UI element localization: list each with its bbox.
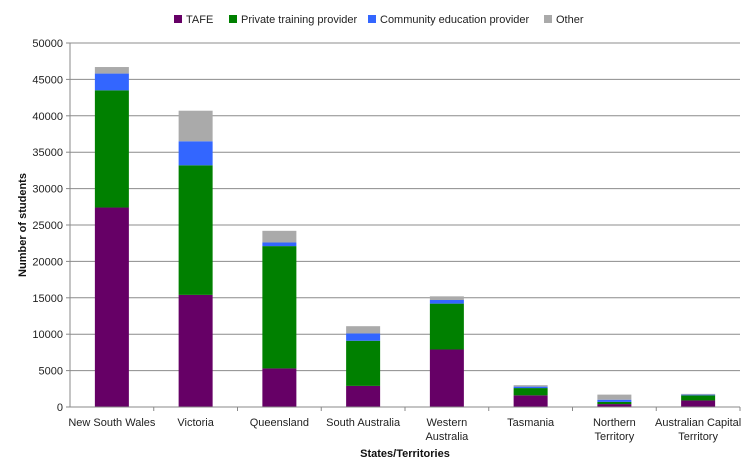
x-tick-label: Australia	[425, 431, 469, 443]
bar-segment-community-education-provider	[597, 399, 632, 402]
x-tick-label: Australian Capital	[655, 417, 741, 429]
bar-segment-other	[597, 394, 632, 400]
legend-label: Private training provider	[241, 14, 358, 26]
bar-segment-private-training-provider	[262, 246, 297, 369]
legend: TAFE Private training provider Community e…	[174, 14, 584, 26]
bar-segment-other	[178, 110, 213, 142]
bar-segment-community-education-provider	[178, 141, 213, 166]
bar-segment-tafe	[513, 395, 548, 407]
x-tick-label: Victoria	[177, 417, 214, 429]
x-tick-label: Northern	[593, 417, 636, 429]
bar-segment-other	[429, 296, 464, 300]
y-tick-label: 15000	[32, 293, 63, 305]
bar-segment-community-education-provider	[429, 299, 464, 304]
y-tick-label: 30000	[32, 184, 63, 196]
y-tick-label: 35000	[32, 147, 63, 159]
bar-segment-other	[94, 67, 129, 74]
bar-segment-tafe	[681, 400, 716, 407]
bar-segment-other	[262, 230, 297, 243]
x-axis-title: States/Territories	[360, 448, 450, 460]
bar-segment-community-education-provider	[346, 333, 381, 341]
legend-label: Community education provider	[380, 14, 530, 26]
legend-label: Other	[556, 14, 584, 26]
legend-swatch	[368, 15, 376, 23]
bar-segment-community-education-provider	[681, 394, 716, 396]
y-tick-label: 5000	[39, 366, 63, 378]
bar-segment-tafe	[262, 368, 297, 407]
bar-segment-private-training-provider	[346, 340, 381, 386]
y-tick-label: 50000	[32, 38, 63, 50]
bar-segment-other	[681, 393, 716, 395]
bar-segment-private-training-provider	[94, 90, 129, 208]
bar-segment-private-training-provider	[429, 303, 464, 350]
x-axis-ticks: New South Wales Victoria Queensland South A…	[68, 407, 741, 443]
bar-segment-community-education-provider	[262, 242, 297, 247]
bar-segment-private-training-provider	[597, 401, 632, 405]
y-axis-ticks: 0 5000 10000 15000 20000 25000 30000 35000 40000…	[32, 38, 70, 414]
bar-segment-other	[346, 326, 381, 334]
legend-label: TAFE	[186, 14, 213, 26]
x-tick-label: Territory	[678, 431, 718, 443]
y-tick-label: 25000	[32, 220, 63, 232]
legend-swatch	[544, 15, 552, 23]
y-tick-label: 10000	[32, 329, 63, 341]
bar-segment-tafe	[429, 349, 464, 407]
y-tick-label: 40000	[32, 111, 63, 123]
x-tick-label: South Australia	[326, 417, 401, 429]
gridlines	[70, 42, 740, 372]
bar-segment-tafe	[597, 404, 632, 407]
x-tick-label: Queensland	[250, 417, 309, 429]
bars	[94, 67, 716, 407]
y-axis-title: Number of students	[17, 173, 29, 277]
bar-segment-other	[513, 385, 548, 387]
x-tick-label: Tasmania	[507, 417, 555, 429]
x-tick-label: Territory	[595, 431, 635, 443]
x-tick-label: New South Wales	[68, 417, 156, 429]
x-tick-label: Western	[426, 417, 467, 429]
bar-segment-tafe	[94, 207, 129, 407]
bar-segment-private-training-provider	[681, 395, 716, 401]
bar-segment-tafe	[346, 385, 381, 407]
y-tick-label: 20000	[32, 256, 63, 268]
bar-segment-tafe	[178, 294, 213, 407]
legend-swatch	[229, 15, 237, 23]
bar-segment-private-training-provider	[178, 165, 213, 295]
bar-segment-community-education-provider	[513, 386, 548, 389]
legend-swatch	[174, 15, 182, 23]
y-tick-label: 45000	[32, 74, 63, 86]
y-tick-label: 0	[57, 402, 63, 414]
bar-segment-private-training-provider	[513, 388, 548, 396]
bar-segment-community-education-provider	[94, 73, 129, 91]
